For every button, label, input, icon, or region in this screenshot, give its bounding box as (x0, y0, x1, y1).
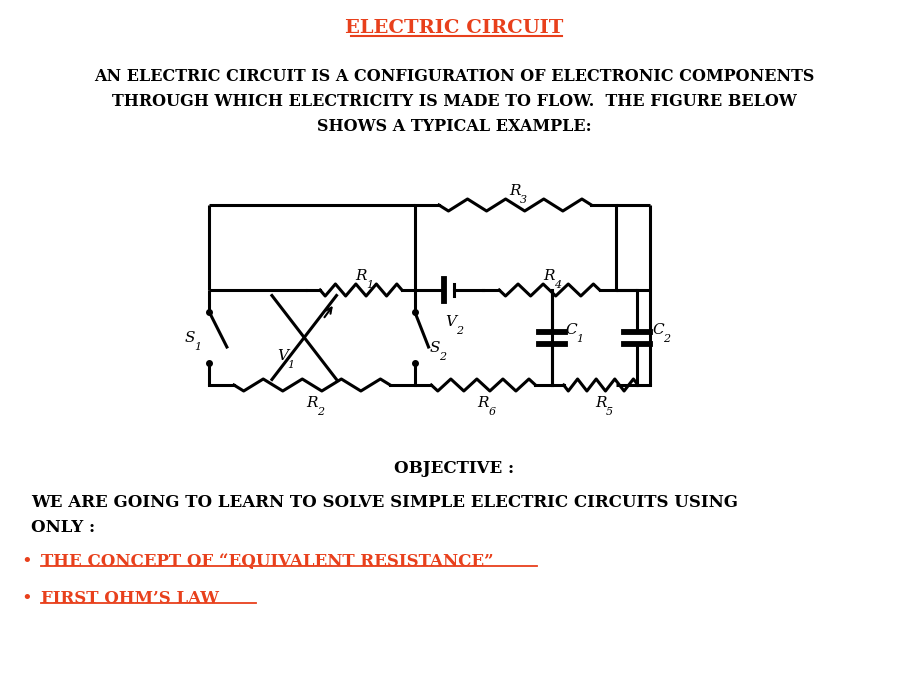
Text: FIRST OHM’S LAW: FIRST OHM’S LAW (40, 590, 219, 607)
Text: C: C (652, 322, 664, 337)
Text: R: R (509, 184, 520, 198)
Text: V: V (277, 348, 288, 362)
Text: 4: 4 (554, 280, 561, 290)
Text: 1: 1 (194, 342, 201, 351)
Text: WE ARE GOING TO LEARN TO SOLVE SIMPLE ELECTRIC CIRCUITS USING
ONLY :: WE ARE GOING TO LEARN TO SOLVE SIMPLE EL… (31, 494, 737, 536)
Text: •: • (21, 553, 32, 571)
Text: R: R (306, 396, 317, 410)
Text: AN ELECTRIC CIRCUIT IS A CONFIGURATION OF ELECTRONIC COMPONENTS
THROUGH WHICH EL: AN ELECTRIC CIRCUIT IS A CONFIGURATION O… (94, 68, 813, 135)
Text: R: R (477, 396, 489, 410)
Text: 2: 2 (456, 326, 462, 336)
Text: 1: 1 (366, 280, 372, 290)
Text: THE CONCEPT OF “EQUIVALENT RESISTANCE”: THE CONCEPT OF “EQUIVALENT RESISTANCE” (40, 553, 493, 570)
Text: 1: 1 (288, 359, 294, 370)
Text: R: R (595, 396, 606, 410)
Text: ELECTRIC CIRCUIT: ELECTRIC CIRCUIT (345, 19, 562, 37)
Text: 2: 2 (663, 333, 670, 344)
Text: V: V (445, 315, 456, 329)
Text: S: S (428, 341, 439, 355)
Text: 1: 1 (575, 333, 583, 344)
Text: •: • (21, 590, 32, 608)
Text: R: R (355, 269, 367, 283)
Text: 2: 2 (317, 407, 323, 417)
Text: 5: 5 (605, 407, 612, 417)
Text: R: R (543, 269, 554, 283)
Text: 2: 2 (439, 352, 446, 362)
Text: 3: 3 (519, 195, 527, 205)
Text: 6: 6 (488, 407, 494, 417)
Text: OBJECTIVE :: OBJECTIVE : (393, 460, 514, 477)
Text: S: S (184, 331, 195, 344)
Text: C: C (565, 322, 576, 337)
